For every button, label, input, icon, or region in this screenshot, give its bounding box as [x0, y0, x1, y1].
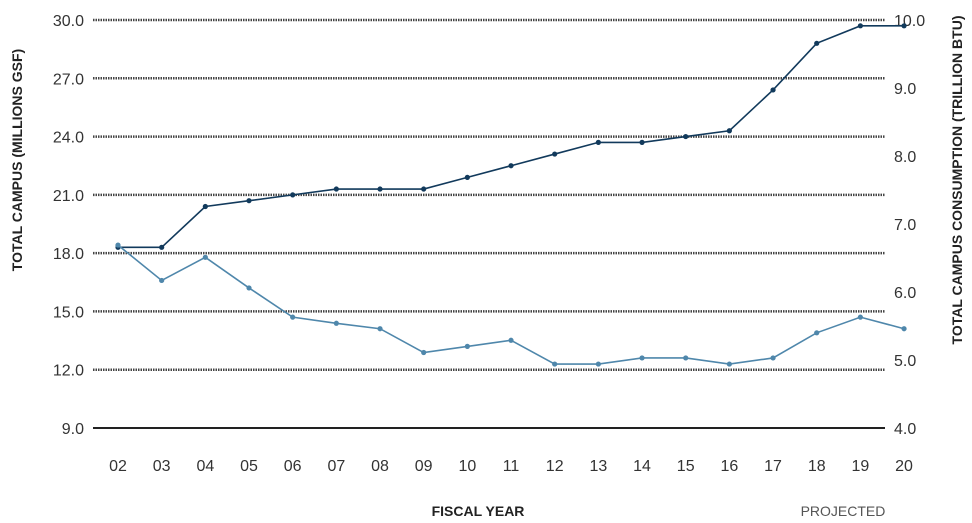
series-2-point — [290, 314, 296, 320]
series-1-point — [814, 40, 820, 46]
series-1-point — [202, 203, 208, 210]
x-tick-label: 12 — [546, 458, 564, 475]
series-1-point — [639, 139, 645, 145]
series-1-point — [857, 23, 863, 29]
x-tick-label: 11 — [503, 458, 520, 475]
series-2-point — [595, 361, 601, 367]
y-left-tick-label: 12.0 — [53, 363, 84, 380]
series-2-point — [857, 314, 863, 320]
series-1-point — [595, 139, 601, 145]
x-tick-label: 16 — [720, 458, 738, 475]
series-2-point — [770, 355, 776, 361]
series-1-point — [726, 128, 732, 134]
y-left-tick-label: 21.0 — [53, 188, 84, 205]
y-left-tick-label: 15.0 — [53, 304, 84, 321]
x-tick-label: 04 — [196, 458, 214, 475]
series-1-point — [508, 163, 514, 169]
series-1-point — [770, 87, 776, 93]
series-2-point — [814, 330, 820, 336]
x-axis-ticks: 02 03 04 05 06 07 08 09 10 11 12 13 14 15 16 17 18 19 20 — [109, 458, 913, 475]
x-tick-label: 08 — [371, 458, 389, 475]
series-2-point — [464, 343, 470, 349]
y-left-tick-label: 27.0 — [53, 71, 84, 88]
series-2-point — [421, 349, 427, 356]
series-2-point — [377, 326, 383, 332]
x-tick-label: 06 — [284, 458, 302, 475]
y-left-tick-label: 30.0 — [53, 13, 84, 30]
series-1-point — [552, 151, 558, 157]
y-right-tick-label: 4.0 — [894, 421, 916, 438]
series-2-point — [552, 361, 558, 367]
x-tick-label: 17 — [764, 458, 782, 475]
series-2-point — [159, 277, 165, 284]
series-2-point — [683, 355, 689, 361]
right-axis-ticks: 10.0 9.0 8.0 7.0 6.0 5.0 4.0 — [894, 13, 925, 438]
y-left-tick-label: 18.0 — [53, 246, 84, 263]
series-2-line — [117, 244, 905, 365]
y-left-tick-label: 9.0 — [62, 421, 84, 438]
series-1-point — [901, 23, 907, 29]
left-axis-ticks: 30.0 27.0 24.0 21.0 18.0 15.0 12.0 9.0 — [53, 13, 84, 438]
series-2-point — [639, 355, 645, 361]
series-2-point — [726, 361, 732, 367]
projected-note: PROJECTED — [801, 503, 886, 519]
series-1-point — [290, 192, 296, 198]
series-2-point — [202, 254, 208, 260]
x-tick-label: 03 — [153, 458, 171, 475]
series-1-point — [159, 244, 165, 250]
series-1-point — [333, 186, 339, 192]
series-2-point — [508, 337, 514, 343]
x-tick-label: 05 — [240, 458, 258, 475]
x-tick-label: 20 — [895, 458, 913, 475]
x-tick-label: 15 — [677, 458, 695, 475]
x-tick-label: 10 — [458, 458, 476, 475]
series-1-point — [246, 198, 252, 204]
gridlines — [93, 18, 885, 429]
series-1-point — [683, 133, 689, 140]
series-2-point — [901, 326, 907, 332]
series-2-point — [115, 242, 121, 248]
x-tick-label: 13 — [589, 458, 607, 475]
left-axis-title: TOTAL CAMPUS (MILLIONS GSF) — [9, 49, 25, 271]
right-axis-title: TOTAL CAMPUS CONSUMPTION (TRILLION BTU) — [949, 16, 965, 345]
series-2-point — [246, 285, 252, 291]
x-tick-label: 14 — [633, 458, 651, 475]
series-1-point — [464, 174, 470, 180]
x-axis-title: FISCAL YEAR — [432, 503, 525, 519]
y-right-tick-label: 7.0 — [894, 217, 916, 234]
series-1-point — [421, 186, 427, 192]
x-tick-label: 09 — [415, 458, 433, 475]
x-tick-label: 18 — [808, 458, 826, 475]
y-left-tick-label: 24.0 — [53, 130, 84, 147]
y-right-tick-label: 6.0 — [894, 285, 916, 302]
series-1-point — [377, 186, 383, 192]
x-tick-label: 07 — [327, 458, 345, 475]
y-right-tick-label: 9.0 — [894, 81, 916, 98]
y-right-tick-label: 8.0 — [894, 149, 916, 166]
series-2-point — [333, 320, 339, 326]
y-right-tick-label: 5.0 — [894, 353, 916, 370]
y-right-tick-label: 10.0 — [894, 13, 925, 30]
x-tick-label: 02 — [109, 458, 127, 475]
x-tick-label: 19 — [851, 458, 869, 475]
series-layer — [115, 23, 907, 367]
